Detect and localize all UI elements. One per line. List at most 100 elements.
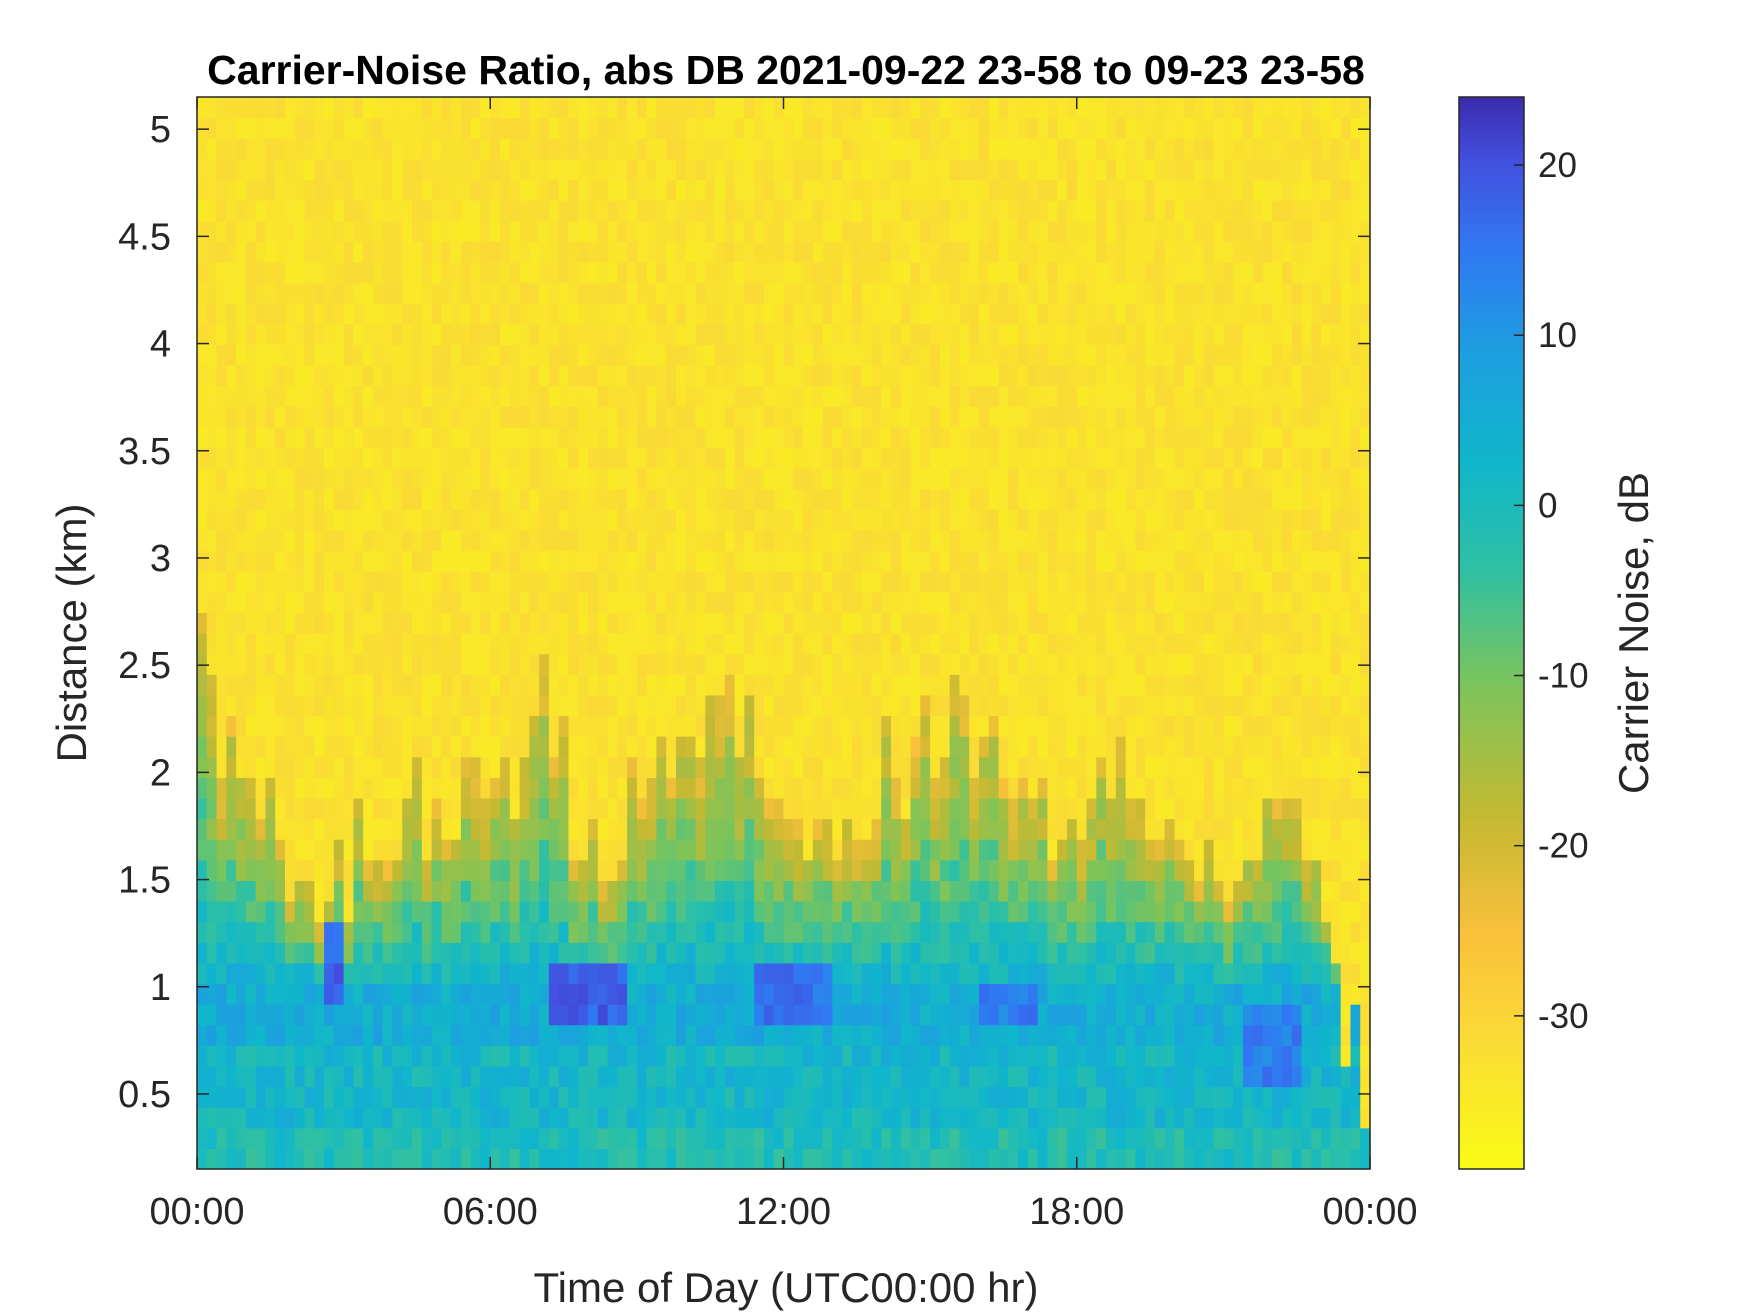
heatmap-cell [793,200,804,222]
heatmap-cell [1018,550,1029,572]
heatmap-cell [930,1004,941,1026]
heatmap-cell [226,344,237,366]
heatmap-cell [705,942,716,964]
heatmap-cell [343,365,355,387]
heatmap-cell [979,220,990,242]
heatmap-cell [568,818,579,840]
heatmap-cell [646,880,658,902]
heatmap-cell [255,385,267,407]
heatmap-cell [763,97,775,119]
heatmap-cell [197,529,208,552]
heatmap-cell [304,674,315,696]
heatmap-cell [402,901,413,923]
heatmap-cell [480,365,491,387]
heatmap-cell [939,962,951,985]
heatmap-cell [519,901,530,923]
heatmap-cell [666,839,677,861]
heatmap-cell [1086,447,1097,469]
heatmap-cell [1018,756,1029,778]
heatmap-cell [979,1024,990,1046]
heatmap-cell [392,1024,403,1046]
heatmap-cell [588,158,599,181]
heatmap-cell [1086,571,1097,593]
heatmap-cell [617,282,628,304]
heatmap-cell [402,797,413,820]
heatmap-cell [470,1004,482,1026]
heatmap-cell [851,633,863,655]
heatmap-cell [470,550,482,572]
heatmap-cell [529,736,540,758]
heatmap-cell [685,839,697,861]
heatmap-cell [969,1127,980,1149]
heatmap-cell [773,1148,785,1170]
heatmap-cell [216,385,227,407]
heatmap-cell [206,1086,218,1108]
heatmap-cell [998,1045,1009,1067]
heatmap-cell [793,365,804,387]
heatmap-cell [812,158,824,181]
heatmap-cell [245,509,257,531]
heatmap-cell [675,468,687,490]
heatmap-cell [627,839,638,861]
heatmap-cell [568,138,579,160]
heatmap-cell [333,962,345,985]
heatmap-cell [558,633,570,655]
heatmap-cell [500,777,511,799]
heatmap-cell [578,323,589,345]
heatmap-cell [627,674,638,696]
heatmap-cell [734,674,746,696]
heatmap-cell [656,777,667,799]
heatmap-cell [333,529,345,552]
heatmap-cell [333,323,345,345]
heatmap-cell [480,983,491,1005]
heatmap-cell [842,138,853,160]
heatmap-cell [715,859,726,881]
heatmap-cell [597,385,609,407]
heatmap-cell [1018,220,1029,242]
heatmap-cell [372,406,384,428]
heatmap-cell [588,282,599,304]
heatmap-cell [588,1065,599,1088]
heatmap-cell [412,323,423,345]
heatmap-cell [1106,406,1117,428]
heatmap-cell [412,736,423,758]
heatmap-cell [578,1107,589,1129]
heatmap-cell [333,509,345,531]
heatmap-cell [1066,261,1078,284]
heatmap-cell [226,529,237,552]
heatmap-cell [324,818,335,840]
heatmap-cell [675,591,687,613]
heatmap-cell [1066,550,1078,572]
heatmap-cell [675,447,687,469]
heatmap-cell [539,303,550,325]
heatmap-cell [881,220,892,242]
heatmap-cell [402,1065,413,1088]
heatmap-cell [930,962,941,985]
heatmap-cell [763,839,775,861]
heatmap-cell [871,1065,882,1088]
heatmap-cell [705,385,716,407]
heatmap-cell [988,571,1000,593]
heatmap-cell [724,488,736,510]
heatmap-cell [470,983,482,1005]
heatmap-cell [832,591,843,613]
heatmap-cell [910,138,921,160]
heatmap-cell [1037,261,1049,284]
heatmap-cell [284,633,296,655]
heatmap-cell [832,529,843,552]
heatmap-cell [412,138,423,160]
heatmap-cell [1086,529,1097,552]
heatmap-cell [979,1004,990,1026]
heatmap-cell [744,901,755,923]
heatmap-cell [881,962,892,985]
heatmap-cell [832,488,843,510]
heatmap-cell [509,550,521,572]
heatmap-cell [412,756,423,778]
heatmap-cell [832,756,843,778]
heatmap-cell [1008,1045,1019,1067]
heatmap-cell [783,571,794,593]
heatmap-cell [529,653,540,675]
heatmap-cell [724,818,736,840]
heatmap-cell [548,529,560,552]
heatmap-cell [294,1045,306,1067]
